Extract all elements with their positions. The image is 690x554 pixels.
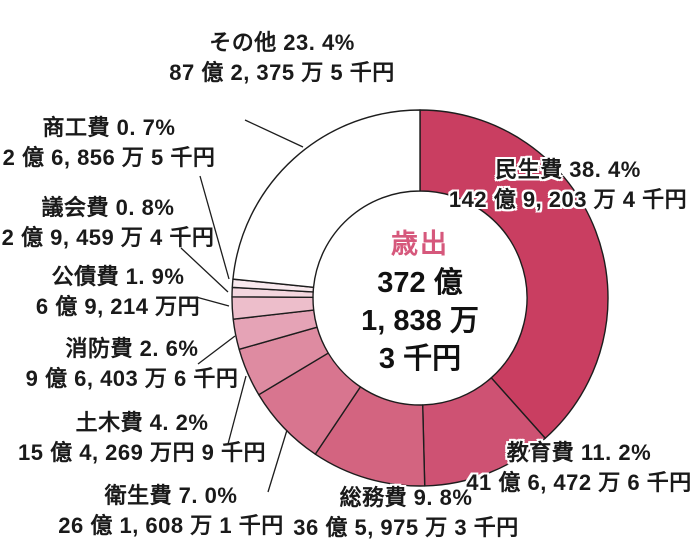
slice-amount: 9 億 6, 403 万 6 千円 (25, 366, 239, 391)
slice-amount: 6 億 9, 214 万円 (35, 294, 201, 319)
slice-label-dobokuhi: 土木費 4. 2% 15 億 4, 269 万円 9 千円 (18, 408, 266, 468)
slice-amount: 87 億 2, 375 万 5 千円 (169, 60, 395, 85)
center-amount-line-3: 3 千円 (378, 343, 462, 375)
leader-line (197, 335, 236, 365)
slice-label-eiseihi: 衛生費 7. 0% 26 億 1, 608 万 1 千円 (58, 481, 283, 541)
slice-label-minseihi: 民生費 38. 4% 142 億 9, 203 万 4 千円 (449, 155, 687, 215)
slice-amount: 2 億 9, 459 万 4 千円 (1, 225, 215, 250)
leader-line (267, 429, 288, 493)
slice-amount: 41 億 6, 472 万 6 千円 (466, 470, 690, 495)
slice-label-gikaihi: 議会費 0. 8% 2 億 9, 459 万 4 千円 (2, 193, 215, 253)
slice-name-percent: 総務費 9. 8% (339, 485, 473, 510)
slice-label-kyoikuhi: 教育費 11. 2% 41 億 6, 472 万 6 千円 (466, 438, 690, 498)
slice-name-percent: 衛生費 7. 0% (104, 483, 238, 508)
center-amount-line-2: 1, 838 万 (361, 305, 479, 337)
slice-amount: 2 億 6, 856 万 5 千円 (2, 145, 216, 170)
leader-line (195, 296, 230, 307)
slice-name-percent: 議会費 0. 8% (41, 195, 175, 220)
slice-amount: 26 億 1, 608 万 1 千円 (58, 513, 284, 538)
donut-slice-民生費 (419, 109, 609, 439)
slice-amount: 36 億 5, 975 万 3 千円 (293, 515, 519, 540)
slice-name-percent: 公債費 1. 9% (51, 264, 185, 289)
slice-name-percent: 民生費 38. 4% (495, 157, 641, 182)
leader-line (227, 375, 247, 445)
slice-label-shobohi: 消防費 2. 6% 9 億 6, 403 万 6 千円 (26, 334, 239, 394)
donut-slice-その他 (232, 109, 421, 288)
slice-label-kosaihi: 公債費 1. 9% 6 億 9, 214 万円 (36, 262, 200, 322)
slice-name-percent: 消防費 2. 6% (65, 336, 199, 361)
leader-line (199, 175, 230, 280)
donut-center-label: 歳出 372 億 1, 838 万 3 千円 (361, 224, 479, 378)
center-title: 歳出 (391, 229, 449, 259)
leader-line (244, 119, 304, 148)
slice-name-percent: 教育費 11. 2% (506, 440, 652, 465)
slice-label-shokohi: 商工費 0. 7% 2 億 6, 856 万 5 千円 (3, 113, 216, 173)
slice-name-percent: 商工費 0. 7% (42, 115, 176, 140)
slice-label-somuhi: 総務費 9. 8% 36 億 5, 975 万 3 千円 (293, 483, 518, 543)
slice-amount: 142 億 9, 203 万 4 千円 (448, 187, 688, 212)
slice-label-sonota: その他 23. 4% 87 億 2, 375 万 5 千円 (169, 28, 394, 88)
slice-amount: 15 億 4, 269 万円 9 千円 (18, 440, 266, 465)
slice-name-percent: 土木費 4. 2% (75, 410, 209, 435)
slice-name-percent: その他 23. 4% (209, 30, 355, 55)
center-amount-line-1: 372 億 (377, 267, 463, 299)
leader-line (180, 247, 229, 293)
